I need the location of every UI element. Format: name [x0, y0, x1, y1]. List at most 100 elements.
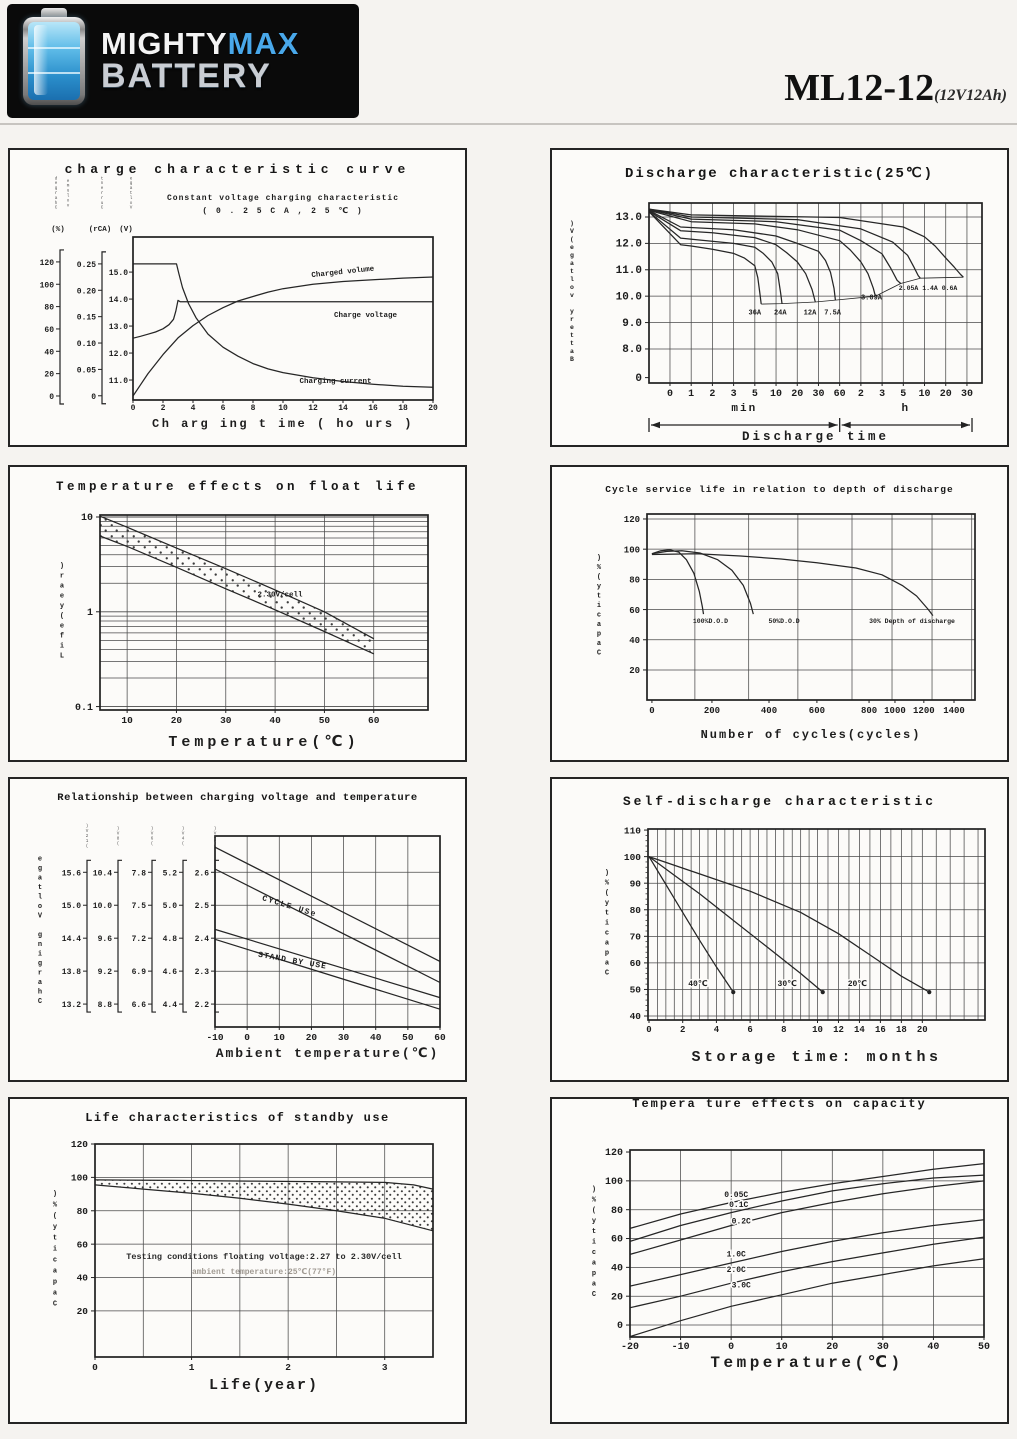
- svg-text:e: e: [570, 324, 574, 331]
- svg-text:20: 20: [917, 1025, 928, 1035]
- svg-text:(: (: [570, 236, 574, 243]
- svg-text:): ): [592, 1186, 596, 1194]
- svg-text:%: %: [592, 1197, 597, 1205]
- svg-text:CYCLE USe: CYCLE USe: [261, 894, 318, 919]
- svg-text:100: 100: [624, 852, 641, 863]
- svg-text:i: i: [38, 950, 42, 958]
- panel-temperature-capacity: Tempera ture effects on capacity -20 -10 0…: [550, 1097, 1009, 1424]
- svg-text:STAND BY USE: STAND BY USE: [257, 951, 327, 972]
- svg-text:400: 400: [761, 706, 777, 716]
- panel-self-discharge: Self-discharge characteristic 0 2 4 6 8 10 12 1…: [550, 777, 1009, 1082]
- svg-text:g: g: [38, 865, 42, 873]
- svg-text:50: 50: [402, 1032, 414, 1043]
- svg-text:V: V: [214, 832, 217, 837]
- panel-charging-voltage-temperature: Relationship between charging voltage an…: [8, 777, 467, 1082]
- svg-text:C: C: [597, 650, 601, 658]
- brand-wordmark: MIGHTYMAX BATTERY: [101, 28, 299, 94]
- svg-text:C: C: [38, 998, 42, 1006]
- svg-text:B: B: [570, 356, 574, 363]
- svg-text:e: e: [570, 244, 574, 251]
- svg-text:100: 100: [605, 1177, 623, 1188]
- svg-text:Temperature(℃): Temperature(℃): [168, 734, 359, 751]
- svg-text:g: g: [38, 931, 42, 939]
- svg-text:e: e: [38, 855, 42, 863]
- svg-text:8: 8: [781, 1025, 786, 1035]
- svg-text:a: a: [605, 940, 610, 948]
- svg-text:e: e: [60, 623, 64, 631]
- svg-text:2.6: 2.6: [195, 869, 210, 878]
- svg-text:V: V: [130, 206, 133, 211]
- svg-text:Ambient temperature(℃): Ambient temperature(℃): [216, 1046, 440, 1061]
- svg-text:60: 60: [630, 958, 642, 969]
- svg-text:24A: 24A: [774, 309, 787, 317]
- svg-text:30: 30: [877, 1342, 889, 1353]
- svg-text:13.2: 13.2: [62, 1001, 81, 1010]
- svg-text:%: %: [605, 880, 610, 888]
- svg-text:0.05: 0.05: [77, 366, 96, 375]
- svg-text:V: V: [86, 829, 89, 834]
- svg-text:(: (: [182, 841, 185, 846]
- svg-text:0: 0: [649, 706, 654, 716]
- svg-text:4.4: 4.4: [163, 1001, 178, 1010]
- svg-text:Storage time: months: Storage time: months: [691, 1049, 941, 1066]
- svg-text:t: t: [130, 191, 133, 196]
- svg-text:%: %: [597, 564, 602, 572]
- svg-text:r: r: [101, 191, 104, 196]
- svg-text:4: 4: [191, 404, 196, 413]
- self-discharge-chart: 0 2 4 6 8 10 12 14 16 18 20 110 100 90 80 70 60 50 40 40℃ 30…: [605, 825, 986, 1066]
- svg-text:40: 40: [611, 1264, 623, 1275]
- svg-text:1: 1: [189, 1362, 195, 1373]
- svg-text:): ): [117, 827, 120, 832]
- float-life-chart: 10 20 30 40 50 60 10 1 0.1 2.30V/cell Temperature(…: [60, 513, 429, 751]
- svg-text:y: y: [570, 308, 574, 315]
- svg-text:3.09A: 3.09A: [861, 294, 883, 302]
- svg-text:10: 10: [919, 389, 931, 400]
- svg-text:-10: -10: [206, 1032, 223, 1043]
- svg-text:15.6: 15.6: [62, 869, 81, 878]
- svg-text:1000: 1000: [884, 706, 906, 716]
- svg-text:15.0: 15.0: [62, 902, 81, 911]
- svg-text:n: n: [38, 941, 42, 949]
- svg-text:a: a: [605, 960, 610, 968]
- svg-text:30: 30: [220, 715, 232, 726]
- model-number: ML12-12: [784, 67, 935, 109]
- svg-text:y: y: [53, 1224, 58, 1232]
- svg-text:p: p: [592, 1270, 596, 1278]
- svg-text:4.6: 4.6: [163, 968, 178, 977]
- svg-text:g: g: [38, 960, 42, 968]
- svg-text:2.5: 2.5: [195, 902, 210, 911]
- svg-text:p: p: [53, 1279, 57, 1287]
- svg-text:0: 0: [646, 1025, 651, 1035]
- svg-text:5.2: 5.2: [163, 869, 178, 878]
- svg-text:(: (: [597, 574, 601, 582]
- svg-text:-20: -20: [621, 1342, 639, 1353]
- svg-text:20: 20: [306, 1032, 318, 1043]
- svg-text:80: 80: [44, 304, 54, 313]
- svg-text:40: 40: [77, 1273, 89, 1284]
- svg-text:9.0: 9.0: [622, 318, 642, 330]
- svg-text:C: C: [55, 206, 58, 211]
- svg-text:30% Depth of discharge: 30% Depth of discharge: [869, 618, 955, 625]
- svg-text:50: 50: [319, 715, 331, 726]
- svg-text:a: a: [38, 979, 43, 987]
- svg-text:a: a: [38, 874, 43, 882]
- svg-text:h: h: [55, 201, 58, 206]
- svg-text:18: 18: [896, 1025, 907, 1035]
- svg-text:2.30V/cell: 2.30V/cell: [258, 592, 304, 600]
- svg-text:40: 40: [44, 348, 54, 357]
- svg-text:8.8: 8.8: [98, 1001, 113, 1010]
- svg-text:i: i: [597, 602, 601, 610]
- svg-text:u: u: [67, 189, 70, 194]
- svg-text:100%D.O.D: 100%D.O.D: [693, 618, 728, 625]
- svg-text:i: i: [53, 1246, 57, 1254]
- svg-text:%: %: [53, 1202, 58, 1210]
- svg-text:0.25: 0.25: [77, 261, 96, 270]
- svg-text:0: 0: [131, 404, 136, 413]
- brand-word-battery: BATTERY: [101, 57, 272, 96]
- svg-text:100: 100: [71, 1173, 88, 1184]
- svg-text:0.05C: 0.05C: [724, 1191, 748, 1200]
- svg-text:i: i: [60, 643, 64, 651]
- svg-text:1: 1: [86, 839, 89, 844]
- svg-text:5: 5: [752, 389, 758, 400]
- svg-text:Constant voltage charging char: Constant voltage charging characteristic: [167, 194, 399, 203]
